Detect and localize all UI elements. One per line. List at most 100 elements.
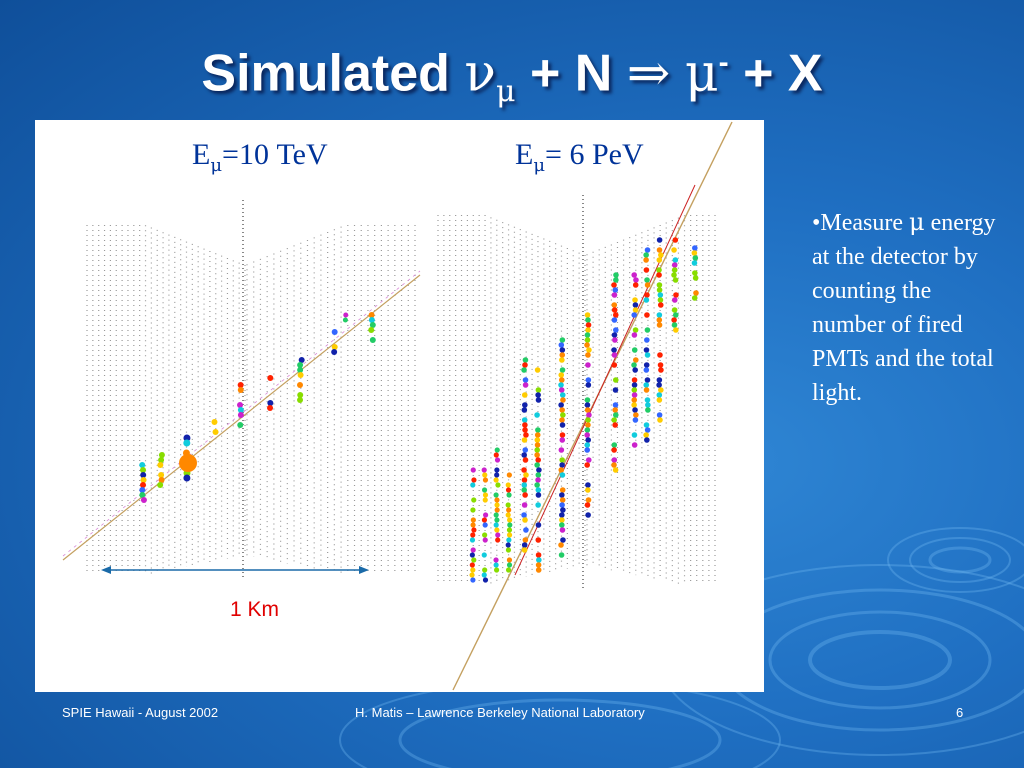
right-pmt-hit xyxy=(584,332,591,338)
slide-title: Simulated νμ + N ⇒ μ- + X xyxy=(0,28,1024,109)
right-pmt-hit xyxy=(506,492,512,498)
right-pmt-hit xyxy=(507,517,513,523)
right-pmt-hit xyxy=(584,427,591,433)
right-pmt-hit xyxy=(644,247,651,253)
right-pmt-hit xyxy=(584,502,591,508)
right-pmt-hit xyxy=(612,312,619,318)
right-pmt-hit xyxy=(672,312,679,318)
right-pmt-hit xyxy=(612,467,619,473)
left-pmt-hit xyxy=(139,487,146,493)
right-pmt-hit xyxy=(535,397,542,403)
right-pmt-hit xyxy=(585,362,591,368)
right-pmt-hit xyxy=(535,567,542,573)
right-pmt-hit xyxy=(558,467,565,473)
right-pmt-hit xyxy=(657,302,664,308)
right-pmt-hit xyxy=(673,327,679,333)
right-pmt-hit xyxy=(534,447,541,453)
right-pmt-hit xyxy=(482,492,489,498)
right-pmt-hit xyxy=(643,347,650,353)
right-pmt-hit xyxy=(507,522,513,528)
right-pmt-hit xyxy=(521,467,527,473)
right-pmt-hit xyxy=(613,277,619,283)
right-pmt-hit xyxy=(481,467,487,473)
right-pmt-hit xyxy=(644,437,650,443)
right-muon-track-core xyxy=(514,184,696,576)
right-pmt-hit xyxy=(471,527,477,533)
right-pmt-hit xyxy=(585,352,591,358)
right-pmt-hit xyxy=(505,482,511,488)
left-pmt-hit xyxy=(158,457,165,463)
left-pmt-hit xyxy=(267,375,274,381)
right-pmt-hit xyxy=(632,297,638,303)
right-pmt-hit xyxy=(631,312,638,318)
right-pmt-hit xyxy=(585,377,592,383)
right-pmt-hit xyxy=(559,457,565,463)
right-pmt-hit xyxy=(644,292,650,298)
right-pmt-hit xyxy=(613,272,619,278)
left-label-suffix: =10 TeV xyxy=(222,138,328,171)
right-pmt-hit xyxy=(612,387,619,393)
right-event-label: Eμ= 6 PeV xyxy=(515,138,644,176)
right-pmt-hit xyxy=(656,247,663,253)
right-pmt-hit xyxy=(559,472,566,478)
right-pmt-hit xyxy=(611,442,618,448)
right-pmt-hit xyxy=(656,322,663,328)
right-pmt-hit xyxy=(657,417,663,423)
right-pmt-hit xyxy=(469,537,476,543)
right-pmt-hit xyxy=(482,497,488,503)
right-pmt-hit xyxy=(494,467,500,473)
right-pmt-hit xyxy=(494,507,500,513)
right-pmt-hit xyxy=(644,277,650,283)
right-pmt-hit xyxy=(521,542,528,548)
right-pmt-hit xyxy=(481,552,487,558)
right-pmt-hit xyxy=(560,397,566,403)
right-pmt-hit xyxy=(535,392,541,398)
right-pmt-hit xyxy=(612,337,618,343)
right-pmt-hit xyxy=(522,537,529,543)
right-pmt-hit xyxy=(631,387,638,393)
left-pmt-hit xyxy=(331,344,338,350)
left-pmt-hit xyxy=(139,482,146,488)
right-label-prefix: E xyxy=(515,138,534,171)
right-pmt-hit xyxy=(643,362,650,368)
right-pmt-hit xyxy=(656,312,663,318)
right-pmt-hit xyxy=(493,512,499,518)
right-pmt-hit xyxy=(558,542,564,548)
right-pmt-hit xyxy=(644,312,650,318)
right-pmt-hit xyxy=(558,402,564,408)
right-pmt-hit xyxy=(613,327,619,333)
left-pmt-hit xyxy=(140,467,147,473)
right-pmt-hit xyxy=(534,452,540,458)
right-pmt-hit xyxy=(471,497,477,503)
right-pmt-hit xyxy=(559,357,565,363)
right-pmt-hit xyxy=(483,512,489,518)
right-pmt-hit xyxy=(521,407,528,413)
right-pmt-hit xyxy=(632,282,639,288)
right-pmt-hit xyxy=(657,292,664,298)
right-pmt-hit xyxy=(522,517,528,523)
left-pmt-hit xyxy=(237,407,244,413)
right-pmt-hit xyxy=(611,282,617,288)
right-pmt-hit xyxy=(522,402,528,408)
simulation-figure: Eμ=10 TeV Eμ= 6 PeV 1 Km xyxy=(35,120,764,692)
right-pmt-hit xyxy=(656,317,663,323)
right-pmt-hit xyxy=(632,407,638,413)
right-pmt-hit xyxy=(645,402,651,408)
right-pmt-hit xyxy=(631,392,638,398)
right-pmt-hit xyxy=(631,442,638,448)
right-pmt-hit xyxy=(470,532,476,538)
right-pmt-hit xyxy=(585,437,592,443)
detector-event-display xyxy=(62,121,733,691)
right-pmt-hit xyxy=(611,457,618,463)
right-pmt-hit xyxy=(523,432,529,438)
right-pmt-hit xyxy=(584,447,591,453)
right-pmt-hit xyxy=(470,507,476,513)
left-pmt-hit xyxy=(183,434,191,442)
left-pmt-hit xyxy=(297,397,304,403)
right-pmt-hit xyxy=(506,532,513,538)
right-pmt-hit xyxy=(585,497,592,503)
left-pmt-hit xyxy=(331,329,338,335)
left-pmt-hit xyxy=(211,419,218,425)
right-pmt-hit xyxy=(521,452,527,458)
scale-label: 1 Km xyxy=(230,598,280,621)
